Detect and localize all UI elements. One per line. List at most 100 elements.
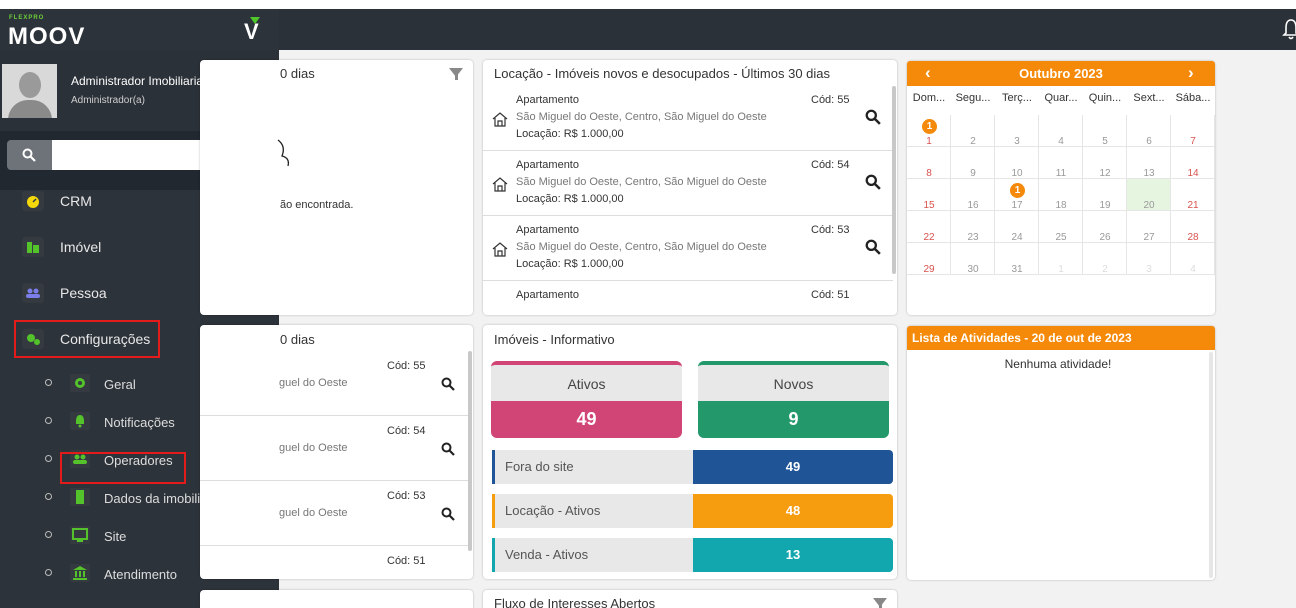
calendar-day[interactable]: 15 [907,179,951,211]
property-address: guel do Oeste [279,442,348,454]
search-icon[interactable] [441,377,455,391]
stat-card-ativos[interactable]: Ativos 49 [491,361,682,438]
building-icon [22,237,44,257]
calendar-day[interactable]: 31 [995,243,1039,275]
search-button[interactable] [7,140,53,170]
empty-state-text: ão encontrada. [280,199,354,211]
search-icon[interactable] [865,174,881,190]
subnav-item-site[interactable]: Site [0,517,279,555]
search-icon[interactable] [865,239,881,255]
calendar-day[interactable]: 23 [951,211,995,243]
calendar-day[interactable]: 2 [951,115,995,147]
calendar-day[interactable]: 9 [951,147,995,179]
calendar-day[interactable]: 12 [1083,147,1127,179]
search-icon[interactable] [441,507,455,521]
filter-icon[interactable] [873,598,887,608]
calendar-day[interactable]: 20 [1127,179,1171,211]
list-item[interactable]: Apartamento São Miguel do Oeste, Centro,… [483,86,893,151]
bell-icon[interactable] [1282,18,1296,40]
stat-row-fora-do-site[interactable]: Fora do site 49 [492,450,893,484]
calendar-day[interactable]: 11 [1039,147,1083,179]
menu-toggle-icon[interactable]: V [244,17,260,44]
calendar-day[interactable]: 27 [1127,211,1171,243]
calendar-day[interactable]: 1 [1039,243,1083,275]
property-price: Locação: R$ 1.000,00 [516,193,624,205]
list-item[interactable]: Cód: 51 [200,546,468,576]
calendar-day[interactable]: 29 [907,243,951,275]
subnav-label: Geral [104,377,136,392]
calendar-day-number: 4 [1058,136,1064,147]
list-item[interactable]: Apartamento São Miguel do Oeste, Centro,… [483,216,893,281]
subnav-item-operadores[interactable]: Operadores [0,441,279,479]
calendar-day[interactable]: 30 [951,243,995,275]
event-count-badge[interactable]: 1 [1010,183,1025,198]
calendar-day[interactable]: 25 [1039,211,1083,243]
calendar-day[interactable]: 4 [1039,115,1083,147]
list-item[interactable]: Cód: 55 guel do Oeste [200,351,468,416]
calendar-day[interactable]: 17 1 [995,179,1039,211]
calendar-day[interactable]: 22 [907,211,951,243]
calendar-day[interactable]: 4 [1171,243,1215,275]
calendar-day[interactable]: 3 [1127,243,1171,275]
stat-row-venda-ativos[interactable]: Venda - Ativos 13 [492,538,893,572]
calendar-day[interactable]: 21 [1171,179,1215,211]
calendar-day[interactable]: 8 [907,147,951,179]
subnav-label: Dados da imobiliária [104,491,222,506]
subnav-item-geral[interactable]: Geral [0,365,279,403]
calendar-day[interactable]: 2 [1083,243,1127,275]
list-item[interactable]: Cód: 54 guel do Oeste [200,416,468,481]
filter-icon[interactable] [449,68,463,80]
search-icon[interactable] [441,442,455,456]
stat-card-novos[interactable]: Novos 9 [698,361,889,438]
search-icon[interactable] [865,109,881,125]
stat-row-locacao-ativos[interactable]: Locação - Ativos 48 [492,494,893,528]
subnav-item-notificacoes[interactable]: Notificações [0,403,279,441]
list-item[interactable]: Apartamento Cód: 51 [483,281,893,315]
calendar-day[interactable]: 13 [1127,147,1171,179]
calendar-day[interactable]: 3 [995,115,1039,147]
calendar-dayname: Segu... [955,92,991,104]
calendar: ‹ Outubro 2023 › Dom... Segu... Terç... Qua… [907,61,1215,315]
scrollbar[interactable] [892,86,896,274]
search-icon [22,148,36,162]
brand-name: MOOV [8,23,86,50]
chevron-right-icon[interactable]: › [1188,63,1194,82]
stat-value: 48 [693,494,893,528]
calendar-day-number: 15 [923,200,935,211]
calendar-day-number: 17 [1011,200,1023,211]
price-label: Locação: [516,193,561,205]
property-address: guel do Oeste [279,377,348,389]
sidebar-item-label: Pessoa [60,285,107,301]
calendar-day[interactable]: 18 [1039,179,1083,211]
calendar-day[interactable]: 19 [1083,179,1127,211]
bullet-icon [45,417,52,424]
subnav-item-atendimento[interactable]: Atendimento [0,555,279,593]
calendar-day-number: 2 [1102,264,1108,275]
list-item[interactable]: Apartamento São Miguel do Oeste, Centro,… [483,151,893,216]
calendar-day[interactable]: 16 [951,179,995,211]
scrollbar[interactable] [1209,352,1213,578]
calendar-day-number: 8 [926,168,932,179]
calendar-day-number: 23 [967,232,979,243]
property-type: Apartamento [516,94,579,106]
brand-logo[interactable]: FLEXPRO MOOV [8,13,108,50]
calendar-day[interactable]: 5 [1083,115,1127,147]
sidebar-item-label: CRM [60,193,92,209]
bullet-icon [45,455,52,462]
sidebar-item-configuracoes[interactable]: Configurações ⌄ [0,316,279,362]
calendar-day[interactable]: 28 [1171,211,1215,243]
property-price: Locação: R$ 1.000,00 [516,128,624,140]
calendar-day[interactable]: 14 [1171,147,1215,179]
calendar-day[interactable]: 24 [995,211,1039,243]
chevron-left-icon[interactable]: ‹ [925,63,931,82]
subnav-item-dados-imobiliaria[interactable]: Dados da imobiliária [0,479,279,517]
list-item[interactable]: Cód: 53 guel do Oeste [200,481,468,546]
scrollbar[interactable] [468,351,472,551]
calendar-day[interactable]: 10 [995,147,1039,179]
calendar-day[interactable]: 26 [1083,211,1127,243]
calendar-day[interactable]: 6 [1127,115,1171,147]
calendar-day[interactable]: 7 [1171,115,1215,147]
event-count-badge[interactable]: 1 [922,119,937,134]
stat-label: Novos [698,365,889,401]
